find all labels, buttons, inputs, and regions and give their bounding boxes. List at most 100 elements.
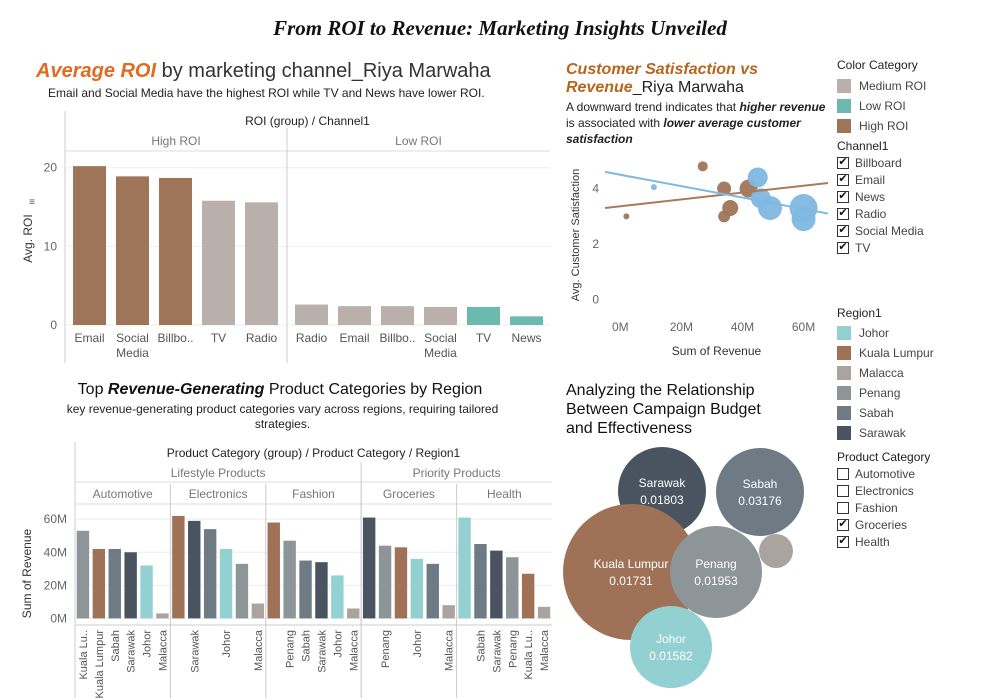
bubble[interactable]	[759, 534, 793, 568]
legend-region-item[interactable]: Johor	[837, 323, 997, 343]
filter-channel-item[interactable]: ✔ Radio	[837, 205, 997, 222]
roi-bar[interactable]	[295, 304, 328, 325]
filter-product-category-item-label: Health	[855, 534, 890, 549]
revenue-region-label: Malacca	[444, 629, 456, 671]
scatter-point[interactable]	[791, 207, 816, 232]
roi-bar[interactable]	[73, 166, 106, 325]
revenue-bar[interactable]	[76, 530, 90, 619]
revenue-bar[interactable]	[378, 545, 392, 619]
revenue-bar[interactable]	[219, 548, 233, 619]
legend-color-category-item[interactable]: Low ROI	[837, 96, 997, 116]
filter-channel-item[interactable]: ✔ Social Media	[837, 222, 997, 239]
revenue-bar[interactable]	[124, 552, 137, 619]
revenue-bar[interactable]	[442, 605, 455, 619]
roi-bar[interactable]	[424, 306, 457, 325]
revenue-bar[interactable]	[490, 550, 503, 619]
checkbox-unchecked-icon[interactable]	[837, 501, 849, 514]
filter-product-category-item[interactable]: ✔ Groceries	[837, 516, 997, 533]
revenue-bar[interactable]	[362, 517, 376, 619]
roi-bar[interactable]	[467, 306, 500, 325]
roi-bar[interactable]	[338, 306, 371, 325]
legend-region-item-label: Malacca	[859, 366, 904, 380]
filter-channel-item[interactable]: ✔ News	[837, 188, 997, 205]
legend-region-item[interactable]: Penang	[837, 383, 997, 403]
filter-product-category-item[interactable]: Electronics	[837, 482, 997, 499]
checkbox-checked-icon[interactable]: ✔	[837, 190, 849, 203]
roi-bar[interactable]	[381, 306, 414, 325]
bubble[interactable]	[563, 504, 699, 640]
checkbox-checked-icon[interactable]: ✔	[837, 518, 849, 531]
roi-bar[interactable]	[510, 316, 543, 325]
revenue-bar[interactable]	[283, 540, 296, 619]
revenue-bar[interactable]	[299, 560, 312, 619]
bubble[interactable]	[670, 526, 762, 618]
scatter-point[interactable]	[722, 200, 739, 216]
bubble[interactable]	[630, 606, 712, 688]
legend-color-category-item[interactable]: High ROI	[837, 116, 997, 136]
checkbox-checked-icon[interactable]: ✔	[837, 241, 849, 254]
revenue-bar[interactable]	[156, 613, 169, 619]
revenue-bar[interactable]	[172, 515, 185, 619]
filter-channel-item[interactable]: ✔ TV	[837, 239, 997, 256]
checkbox-checked-icon[interactable]: ✔	[837, 173, 849, 186]
roi-bar[interactable]	[116, 176, 149, 325]
scatter-desc-1: A downward trend indicates that	[566, 100, 740, 114]
legend-color-category-item[interactable]: Medium ROI	[837, 76, 997, 96]
revenue-bar[interactable]	[108, 548, 121, 619]
scatter-point[interactable]	[650, 184, 657, 191]
revenue-bar[interactable]	[347, 608, 360, 619]
checkbox-unchecked-icon[interactable]	[837, 484, 849, 497]
revenue-bar[interactable]	[188, 520, 201, 619]
filter-product-category-item[interactable]: Fashion	[837, 499, 997, 516]
revenue-bar[interactable]	[92, 548, 106, 619]
revenue-y-axis-label: Sum of Revenue	[20, 528, 34, 618]
revenue-region-label: Malacca	[157, 629, 169, 671]
revenue-bar[interactable]	[251, 603, 265, 619]
revenue-bar[interactable]	[521, 573, 535, 619]
filter-product-category-item[interactable]: Automotive	[837, 465, 997, 482]
revenue-bar[interactable]	[267, 522, 280, 619]
legend-region-item-label: Johor	[859, 326, 890, 340]
legend-region-item[interactable]: Sarawak	[837, 423, 997, 443]
checkbox-checked-icon[interactable]: ✔	[837, 207, 849, 220]
legend-region-item[interactable]: Sabah	[837, 403, 997, 423]
revenue-region-label: Kuala Lumpur	[94, 630, 106, 699]
filter-product-category-item[interactable]: ✔ Health	[837, 533, 997, 550]
revenue-bar[interactable]	[426, 563, 439, 619]
checkbox-checked-icon[interactable]: ✔	[837, 224, 849, 237]
roi-category-label: Media	[424, 346, 457, 360]
checkbox-unchecked-icon[interactable]	[837, 467, 849, 480]
roi-y-tick: 0	[50, 318, 57, 332]
revenue-bar[interactable]	[315, 562, 328, 619]
revenue-bar[interactable]	[235, 563, 249, 619]
roi-y-tick: 20	[44, 161, 58, 175]
roi-bar[interactable]	[245, 202, 278, 325]
revenue-bar[interactable]	[203, 529, 217, 619]
legend-region-item[interactable]: Kuala Lumpur	[837, 343, 997, 363]
sort-icon[interactable]: ≡	[29, 197, 35, 208]
roi-bar[interactable]	[159, 177, 192, 325]
filter-channel-item[interactable]: ✔ Email	[837, 171, 997, 188]
revenue-bar[interactable]	[458, 517, 471, 619]
revenue-bar[interactable]	[506, 557, 519, 619]
checkbox-checked-icon[interactable]: ✔	[837, 535, 849, 548]
filter-channel-item[interactable]: ✔ Billboard	[837, 154, 997, 171]
revenue-bar[interactable]	[331, 575, 344, 619]
revenue-bar[interactable]	[474, 544, 487, 619]
scatter-point[interactable]	[697, 161, 708, 172]
scatter-y-tick: 2	[592, 237, 599, 251]
bubble-value: 0.01731	[609, 574, 653, 588]
revenue-bar[interactable]	[394, 547, 408, 619]
revenue-bar[interactable]	[140, 565, 153, 619]
roi-y-tick: 10	[44, 239, 58, 253]
legend-region-item[interactable]: Malacca	[837, 363, 997, 383]
revenue-bar[interactable]	[537, 606, 551, 619]
checkbox-checked-icon[interactable]: ✔	[837, 156, 849, 169]
scatter-point[interactable]	[717, 181, 732, 196]
scatter-point[interactable]	[623, 213, 630, 220]
scatter-point[interactable]	[747, 167, 768, 188]
revenue-bar[interactable]	[410, 558, 424, 619]
roi-bar[interactable]	[202, 200, 235, 325]
scatter-point[interactable]	[757, 196, 782, 220]
bubble[interactable]	[716, 448, 804, 536]
